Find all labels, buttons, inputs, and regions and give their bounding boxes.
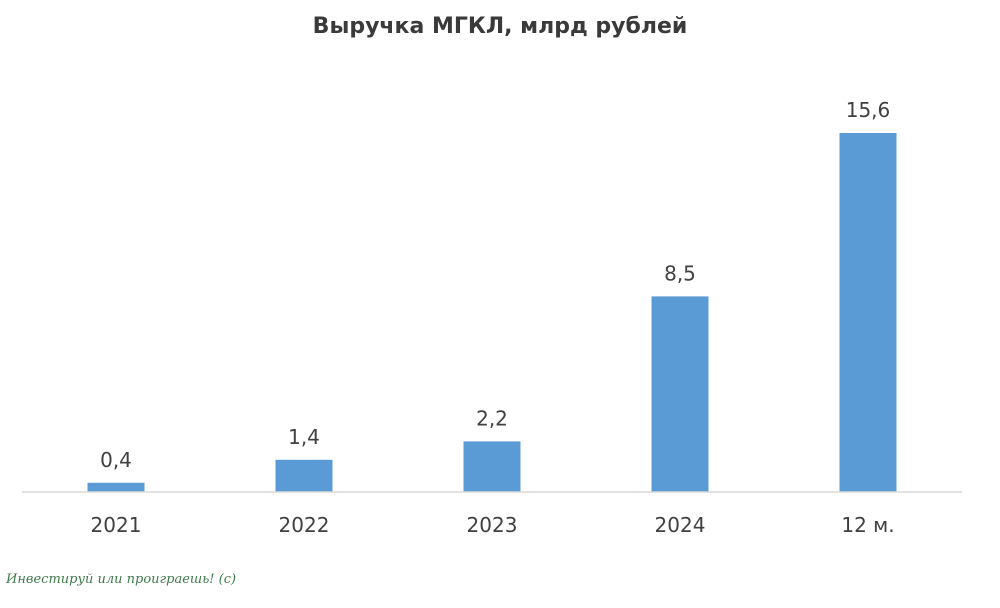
data-label-2: 1,4 (288, 425, 320, 449)
bar-1 (87, 482, 145, 492)
data-label-1: 0,4 (100, 448, 132, 472)
bar-5 (839, 133, 897, 492)
x-tick-label-5: 12 м. (841, 513, 894, 537)
chart-title: Выручка МГКЛ, млрд рублей (312, 14, 688, 39)
x-tick-label-2: 2022 (279, 513, 330, 537)
labels-layer: 0,4 2021 1,4 2022 2,2 2023 8,5 2024 15,6 12 м. (91, 98, 895, 537)
data-label-4: 8,5 (664, 261, 696, 285)
bars-layer (87, 133, 897, 492)
watermark-signature: Инвестируй или проиграешь! (с) (6, 572, 237, 587)
bar-3 (463, 441, 521, 492)
x-tick-label-4: 2024 (655, 513, 706, 537)
data-label-5: 15,6 (846, 98, 891, 122)
x-tick-label-1: 2021 (91, 513, 142, 537)
bar-4 (651, 296, 709, 492)
data-label-3: 2,2 (476, 406, 508, 430)
x-tick-label-3: 2023 (467, 513, 518, 537)
bar-2 (275, 459, 333, 492)
